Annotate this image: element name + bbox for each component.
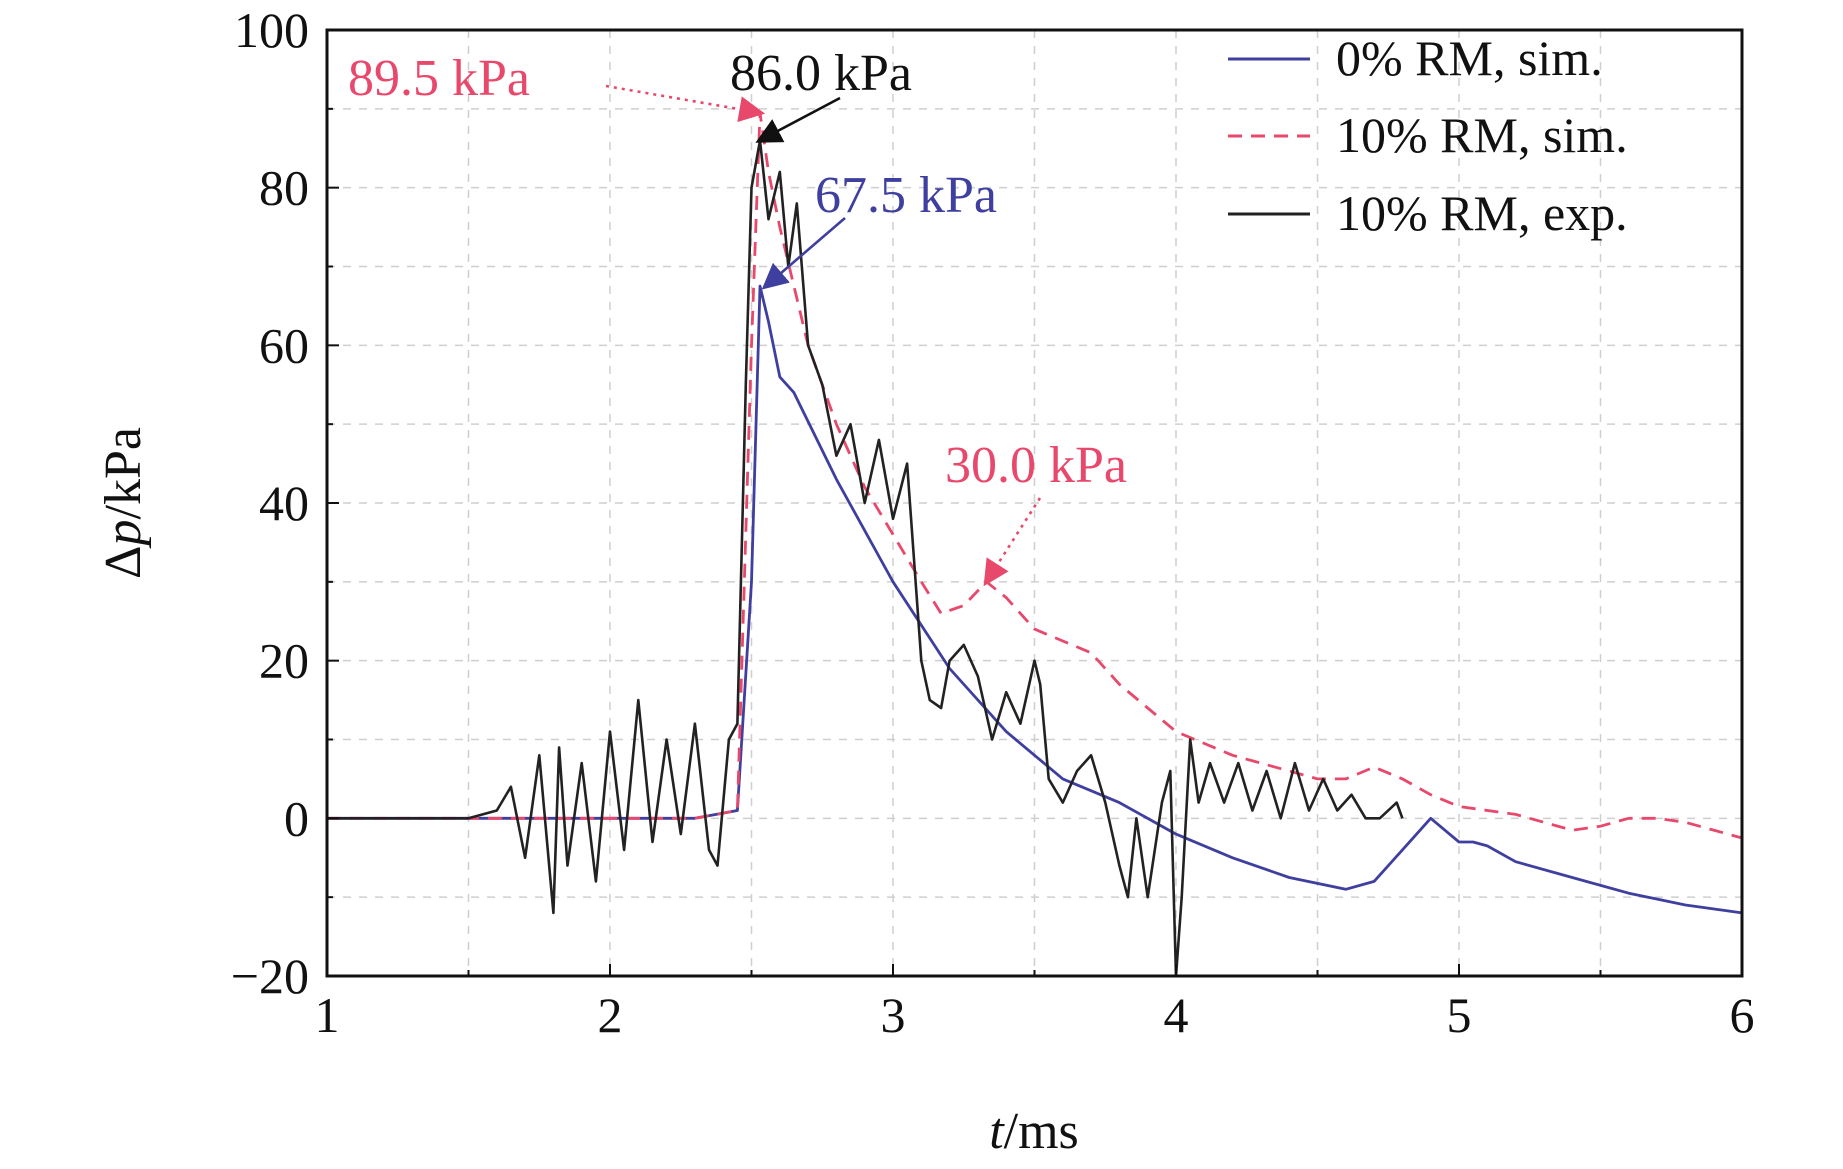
- y-tick-label: 20: [259, 633, 309, 689]
- y-tick-label: 60: [259, 317, 309, 373]
- annotation-arrow: [761, 217, 846, 290]
- annotation-arrow: [983, 497, 1042, 587]
- legend-label: 10% RM, exp.: [1336, 185, 1628, 241]
- annotation-label: 86.0 kPa: [730, 45, 912, 102]
- y-tick-label: −20: [231, 948, 309, 1004]
- series-line-2: [327, 111, 1743, 840]
- series-layer: [327, 111, 1743, 978]
- grid-lines: [327, 30, 1742, 976]
- tick-labels: 1 2 3 4 5 6 −20 0 20 40 60 80 100: [231, 2, 1755, 1043]
- annotation-arrow: [755, 96, 841, 143]
- axis-ticks: [326, 29, 1743, 977]
- legend-label: 0% RM, sim.: [1336, 30, 1603, 86]
- x-tick-label: 2: [598, 987, 623, 1043]
- legend: 0% RM, sim. 10% RM, sim. 10% RM, exp.: [1228, 30, 1628, 241]
- x-tick-label: 6: [1730, 987, 1755, 1043]
- annotation-label: 89.5 kPa: [348, 50, 530, 107]
- x-tick-label: 1: [315, 987, 340, 1043]
- annotation-label: 30.0 kPa: [945, 437, 1127, 494]
- y-axis-label: Δp/kPa: [95, 427, 152, 579]
- x-tick-label: 5: [1447, 987, 1472, 1043]
- series-line-1: [327, 284, 1743, 915]
- legend-label: 10% RM, sim.: [1336, 107, 1628, 163]
- x-tick-label: 3: [881, 987, 906, 1043]
- annotation-arrow: [605, 84, 766, 123]
- y-tick-label: 100: [234, 2, 309, 58]
- x-tick-label: 4: [1164, 987, 1189, 1043]
- y-tick-label: 80: [259, 160, 309, 216]
- series-line-3: [327, 139, 1404, 978]
- y-tick-label: 40: [259, 475, 309, 531]
- annotations: 89.5 kPa 86.0 kPa 67.5 kPa 30.0 kPa: [348, 45, 1127, 587]
- annotation-label: 67.5 kPa: [815, 167, 997, 224]
- y-tick-label: 0: [284, 790, 309, 846]
- x-axis-label: t/ms: [989, 1103, 1079, 1160]
